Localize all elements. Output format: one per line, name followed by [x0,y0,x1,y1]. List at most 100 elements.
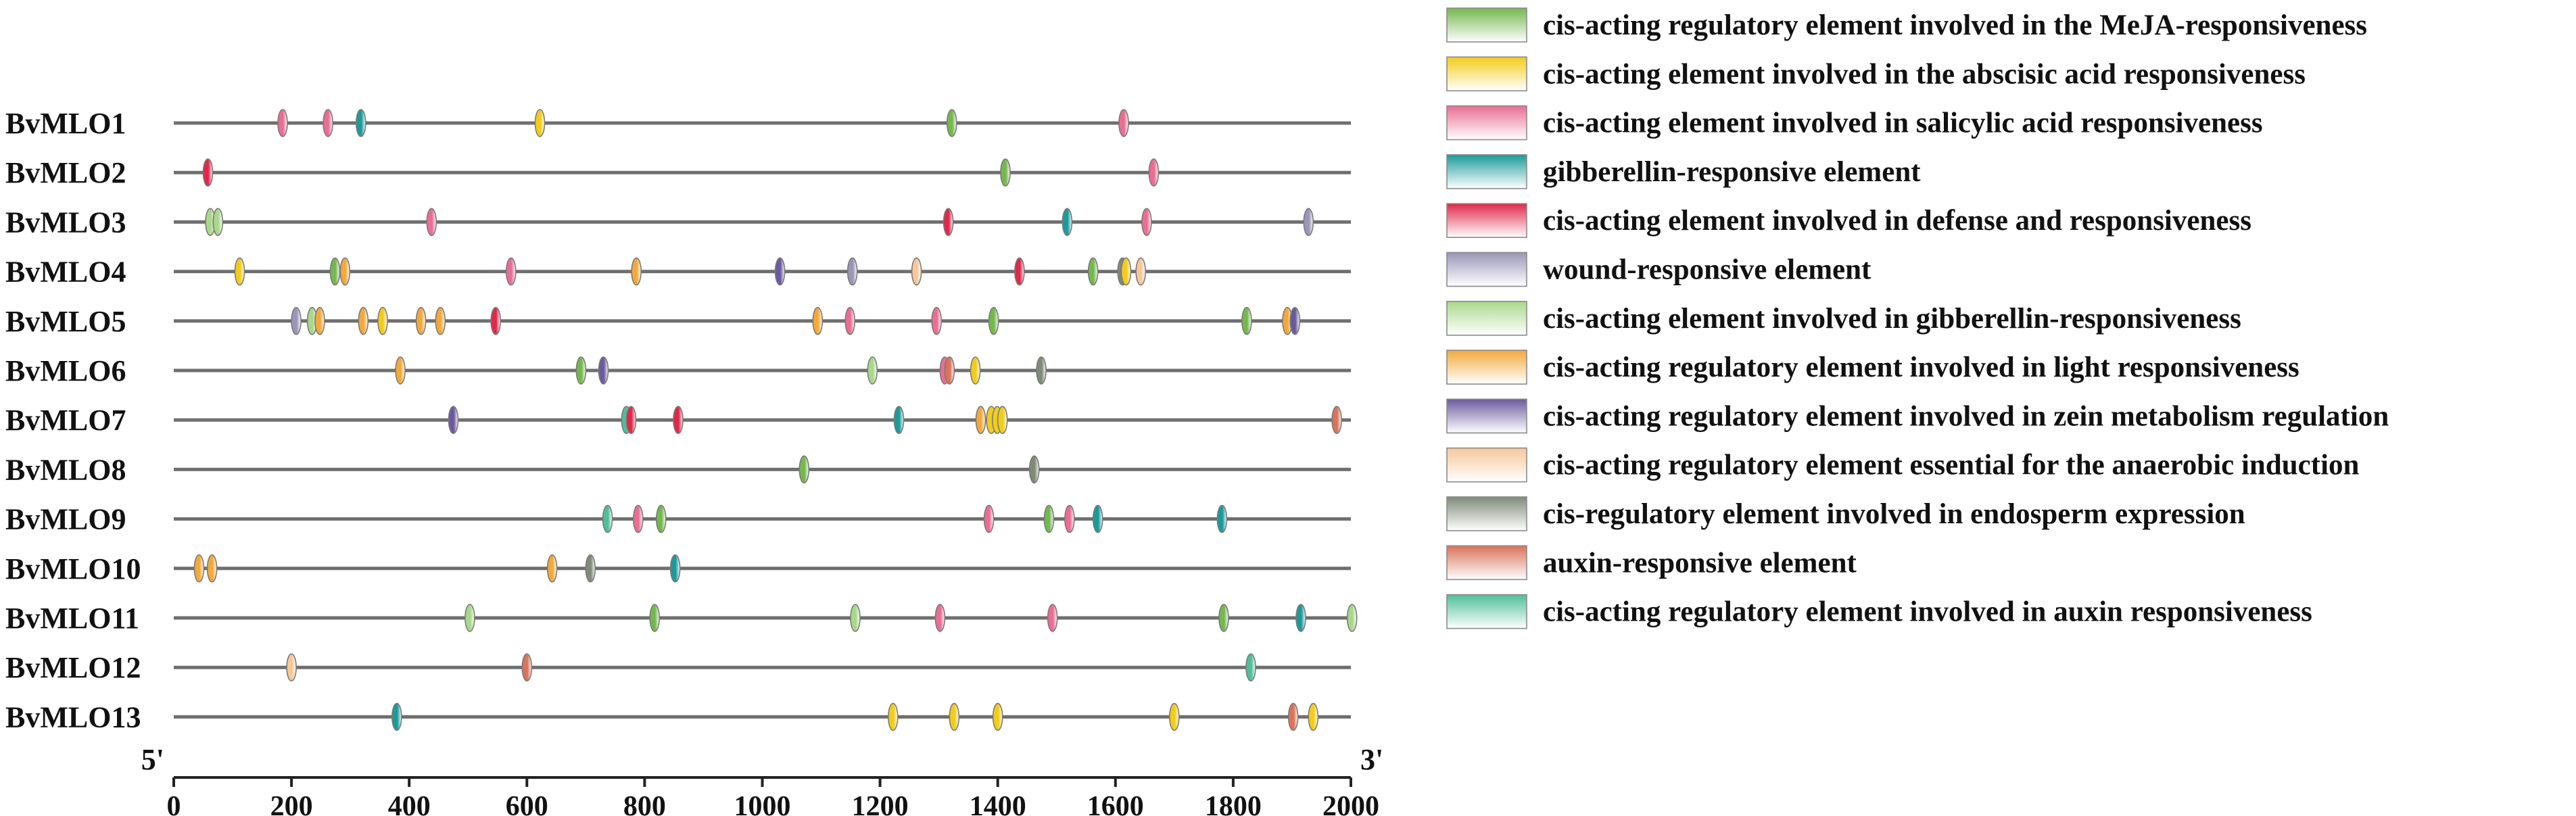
tick-label: 1400 [970,791,1026,816]
element-marker-sa [277,109,288,137]
tick-label: 400 [388,791,431,816]
element-marker-meja [1000,158,1011,187]
element-marker-wound [1303,208,1314,237]
element-marker-wound [291,306,302,335]
legend-label: cis-acting regulatory element involved i… [1543,400,2389,432]
element-marker-meja [655,504,667,533]
element-marker-aba [949,702,960,731]
element-marker-auxin [944,356,955,385]
element-marker-gib2 [867,356,878,385]
tick-label: 1600 [1087,791,1144,816]
legend-item: gibberellin-responsive element [1446,154,1921,189]
element-marker-sa [1118,109,1129,137]
legend-swatch [1446,154,1527,189]
legend-label: auxin-responsive element [1543,547,1857,579]
element-marker-gib2 [1346,604,1358,632]
element-marker-sa [934,604,946,632]
gene-row: BvMLO5 [5,305,1351,338]
element-marker-zein [448,406,459,435]
legend-swatch [1446,350,1527,385]
legend-swatch [1446,7,1527,43]
element-marker-anaer [1135,257,1146,286]
legend-item: cis-acting element involved in defense a… [1446,203,2251,239]
legend-item: cis-acting element involved in gibberell… [1446,300,2241,336]
element-marker-sa [844,306,855,335]
element-marker-zein [598,356,609,385]
element-marker-anaer [911,257,922,286]
element-marker-aba [888,702,899,731]
tick-label: 1000 [734,791,791,816]
element-marker-auxin [1287,702,1299,731]
element-marker-light [206,554,218,583]
element-marker-meja [798,455,810,484]
gene-row: BvMLO2 [5,156,1351,189]
tick-label: 800 [623,791,666,816]
gene-label: BvMLO8 [5,453,126,486]
element-marker-sa [632,504,644,533]
element-marker-def [490,306,502,335]
gene-row: BvMLO10 [5,552,1351,585]
element-marker-sa [1148,158,1160,187]
element-marker-gib2 [464,604,475,632]
legend-swatch [1446,300,1527,336]
element-marker-sa [983,504,995,533]
legend-swatch [1446,496,1527,531]
element-marker-gib [893,406,905,435]
tick-label: 600 [506,791,548,816]
gene-row: BvMLO9 [5,503,1351,536]
element-marker-sa [505,257,517,286]
element-marker-meja [1218,604,1229,632]
element-marker-light [546,554,558,583]
element-marker-auxin2 [602,504,613,533]
element-marker-def [202,158,214,187]
element-marker-aba [377,306,388,335]
gene-label: BvMLO9 [5,503,126,536]
element-marker-light [314,306,325,335]
element-marker-meja [1043,504,1055,533]
element-marker-zein [1289,306,1301,335]
gene-row: BvMLO13 [5,700,1351,734]
element-marker-meja [947,109,957,137]
legend-label: cis-acting regulatory element essential … [1543,450,2360,481]
element-marker-auxin2 [1245,653,1256,682]
element-marker-gib [355,109,366,137]
gene-row: BvMLO3 [5,206,1351,239]
gene-label: BvMLO4 [5,256,126,289]
element-marker-sa [1047,604,1058,632]
tick-label: 200 [270,791,313,816]
element-marker-gib [1062,208,1073,237]
element-marker-def [625,406,637,435]
element-marker-light [193,554,205,583]
element-marker-aba [992,702,1003,731]
element-marker-zein [774,257,786,286]
legend-item: cis-acting element involved in the absci… [1446,56,2306,92]
element-marker-meja [649,604,661,632]
legend-swatch [1446,398,1527,434]
element-marker-sa [1141,208,1152,237]
legend-label: cis-acting regulatory element involved i… [1543,352,2299,383]
legend-item: wound-responsive element [1446,251,1871,287]
tick-label: 1200 [852,791,909,816]
legend-swatch [1446,56,1527,92]
element-marker-meja [988,306,999,335]
legend-swatch [1446,105,1527,141]
legend: cis-acting regulatory element involved i… [1446,7,2389,629]
gene-row: BvMLO6 [5,354,1351,387]
element-marker-light [358,306,369,335]
legend-item: auxin-responsive element [1446,545,1857,581]
gene-row: BvMLO4 [5,256,1351,289]
legend-swatch [1446,545,1527,581]
gene-label: BvMLO3 [5,206,126,239]
element-marker-endo [1028,455,1040,484]
element-marker-gib [1216,504,1228,533]
legend-item: cis-acting regulatory element involved i… [1446,350,2299,385]
element-marker-aba [1169,702,1180,731]
gene-label: BvMLO7 [5,404,126,437]
legend-item: cis-regulatory element involved in endos… [1446,496,2245,531]
element-marker-aba [970,356,981,385]
element-marker-def [943,208,954,237]
element-marker-sa [426,208,437,237]
legend-label: cis-acting element involved in the absci… [1543,58,2306,90]
gene-label: BvMLO2 [5,156,126,189]
